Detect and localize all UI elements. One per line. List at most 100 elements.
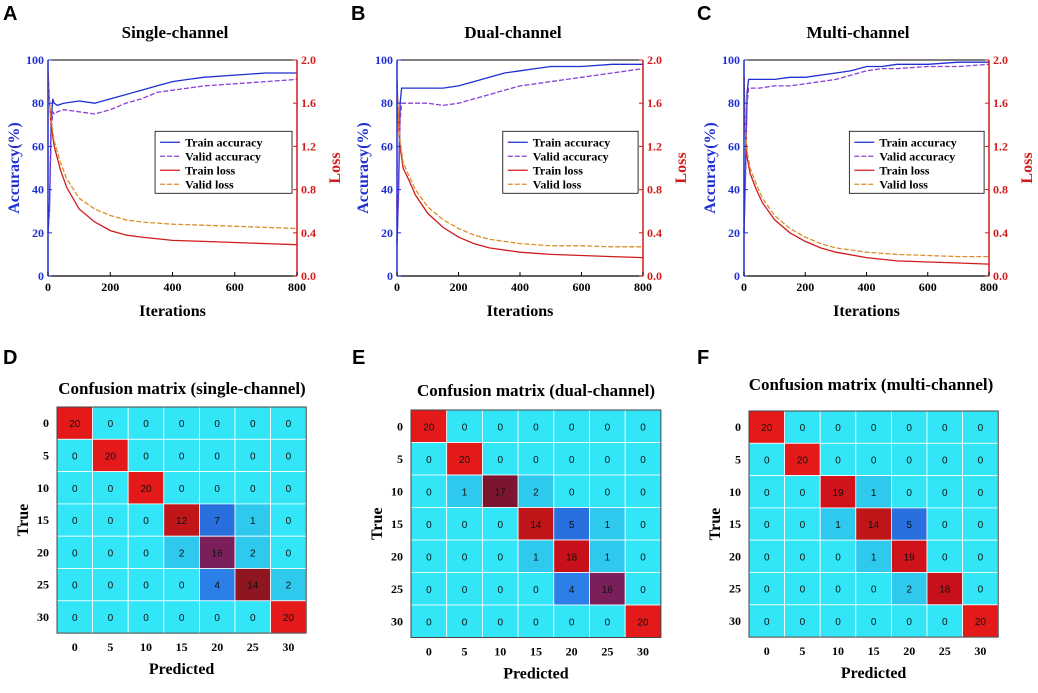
y-tick-label: 40 (32, 183, 44, 197)
heatmap-cell (446, 604, 483, 638)
heatmap-cell (198, 568, 236, 602)
x-axis-title: Predicted (841, 665, 907, 682)
x-tick-label: 30 (974, 644, 986, 658)
heatmap-frame (748, 410, 999, 638)
heatmap-cell (553, 442, 590, 476)
series-train-accuracy (47, 72, 297, 233)
heatmap-cell (891, 442, 928, 476)
x-tick-label: 600 (226, 280, 244, 294)
x-tick-label: 400 (858, 280, 876, 294)
heatmap-cell-label: 20 (283, 613, 295, 624)
heatmap-cell-label: 0 (978, 488, 984, 499)
heatmap-cell-label: 0 (800, 552, 806, 563)
y2-tick-label: 2.0 (993, 53, 1008, 67)
x-tick-label: 800 (634, 280, 652, 294)
heatmap-cell (748, 475, 785, 509)
legend-box (502, 130, 639, 194)
x-tick-label: 15 (530, 645, 542, 659)
heatmap-cell-label: 0 (214, 613, 220, 624)
x-tick-label: 0 (764, 644, 770, 658)
heatmap-cell (481, 539, 519, 573)
chart-title: Confusion matrix (dual-channel) (417, 381, 655, 400)
heatmap-cell-label: 0 (764, 520, 770, 531)
heatmap-frame (410, 409, 662, 638)
y-tick-label: 10 (37, 481, 49, 495)
heatmap-cell-label: 0 (72, 548, 78, 559)
series-valid-accuracy (396, 67, 644, 244)
heatmap-cell (410, 604, 448, 638)
heatmap-cell (962, 475, 999, 509)
y2-tick-label: 0.8 (301, 183, 316, 197)
heatmap-cell-label: 0 (214, 419, 220, 430)
heatmap-cell-label: 0 (569, 487, 575, 498)
heatmap-cell (926, 475, 963, 509)
heatmap-cell (127, 471, 165, 505)
heatmap-cell (589, 409, 626, 443)
heatmap-cell (92, 535, 129, 569)
heatmap-cell-label: 0 (640, 455, 646, 466)
heatmap-cell-label: 0 (605, 455, 611, 466)
heatmap-cell (624, 409, 662, 443)
heatmap-cell (270, 568, 307, 602)
heatmap-cell-label: 0 (835, 455, 841, 466)
heatmap-cell (891, 507, 928, 541)
heatmap-cell-label: 1 (835, 520, 841, 531)
x-tick-label: 600 (573, 280, 591, 294)
heatmap-cell-label: 0 (72, 516, 78, 527)
heatmap-cell-label: 2 (179, 548, 185, 559)
y-tick-label: 60 (381, 139, 393, 153)
y2-axis-title: Loss (1019, 152, 1036, 183)
heatmap-cell (819, 410, 857, 444)
heatmap-cell (163, 471, 200, 505)
heatmap-cell (198, 471, 236, 505)
heatmap-cell-label: 20 (140, 484, 152, 495)
series-valid-accuracy (743, 63, 990, 233)
heatmap-cell (163, 600, 200, 634)
x-tick-label: 5 (462, 645, 468, 659)
x-tick-label: 0 (45, 280, 51, 294)
heatmap-cell (624, 539, 662, 573)
heatmap-cell (553, 604, 590, 638)
heatmap-cell-label: 0 (764, 455, 770, 466)
x-axis-title: Iterations (139, 303, 206, 320)
heatmap-cell-label: 16 (212, 548, 224, 559)
heatmap-cell-label: 0 (764, 585, 770, 596)
heatmap-cell (92, 568, 129, 602)
heatmap-cell-label: 2 (286, 581, 292, 592)
y-axis-title: True (707, 508, 724, 541)
heatmap-cell (446, 539, 483, 573)
heatmap-cell (553, 409, 590, 443)
heatmap-cell (163, 406, 200, 440)
heatmap-cell-label: 0 (569, 422, 575, 433)
heatmap-cell (926, 539, 963, 573)
heatmap-cell-label: 0 (426, 487, 432, 498)
heatmap-cell-label: 0 (462, 552, 468, 563)
series-train-accuracy (743, 61, 989, 233)
y-tick-label: 15 (391, 517, 403, 531)
y-tick-label: 20 (37, 545, 49, 559)
heatmap-cell (891, 572, 928, 606)
panel-letter: F (697, 347, 709, 369)
y2-tick-label: 0.8 (647, 183, 662, 197)
heatmap-cell-label: 2 (250, 548, 256, 559)
heatmap-cell-label: 0 (143, 613, 149, 624)
heatmap-cell-label: 0 (800, 488, 806, 499)
heatmap-cell-label: 0 (462, 617, 468, 628)
heatmap-cell-label: 0 (179, 419, 185, 430)
heatmap-cell (891, 410, 928, 444)
heatmap-cell-label: 1 (533, 552, 539, 563)
heatmap-cell-label: 20 (105, 451, 117, 462)
y-axis-title: True (369, 507, 386, 540)
heatmap-cell-label: 4 (569, 585, 575, 596)
heatmap-cell-label: 0 (462, 585, 468, 596)
heatmap-cell (481, 409, 519, 443)
heatmap-cell (410, 507, 448, 541)
y2-tick-label: 0.0 (647, 269, 662, 283)
heatmap-cell (962, 604, 999, 638)
panel-letter: D (3, 347, 17, 369)
heatmap-cell-label: 0 (108, 484, 114, 495)
heatmap-cell-label: 0 (497, 552, 503, 563)
legend-entry: Train accuracy (185, 135, 262, 149)
heatmap-cell (446, 572, 483, 606)
x-tick-label: 10 (494, 645, 506, 659)
